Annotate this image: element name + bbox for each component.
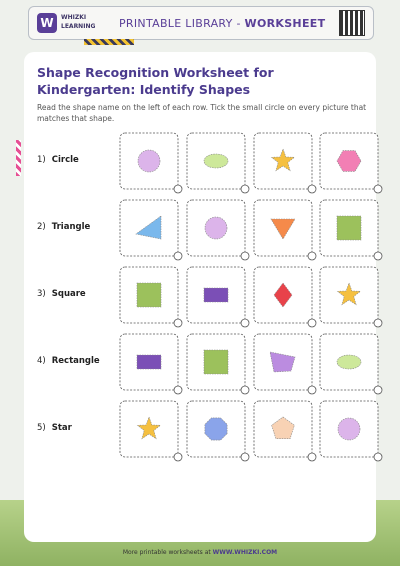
footer-text: More printable worksheets at [122,549,213,556]
footer-link[interactable]: WWW.WHIZKI.COM [212,549,278,556]
tick-circle[interactable] [307,251,317,261]
shape-diamond [273,282,293,308]
row-number: 2) [37,222,46,232]
shape-quadrilateral [269,351,296,373]
tick-circle[interactable] [173,251,183,261]
shape-triangle [135,215,162,240]
logo-text: WHIZKI LEARNING [61,13,95,31]
tick-circle[interactable] [173,385,183,395]
tick-circle[interactable] [373,251,383,261]
tick-circle[interactable] [240,452,250,462]
tick-circle[interactable] [240,251,250,261]
shape-ellipse [203,153,229,169]
shape-star [336,282,362,306]
footer: More printable worksheets at WWW.WHIZKI.… [0,549,400,556]
shape-square [203,349,229,375]
row-label: 4) Rectangle [37,356,100,366]
logo-bottom: LEARNING [61,23,96,30]
library-kind: WORKSHEET [244,17,326,30]
tick-circle[interactable] [307,452,317,462]
tick-circle[interactable] [307,385,317,395]
row-label: 1) Circle [37,155,79,165]
row-label: 2) Triangle [37,222,90,232]
stripe-decor [84,39,134,45]
tick-circle[interactable] [373,452,383,462]
row-number: 4) [37,356,46,366]
tick-circle[interactable] [373,318,383,328]
tick-circle[interactable] [240,385,250,395]
shape-octagon [204,417,228,441]
row-number: 5) [37,423,46,433]
instructions: Read the shape name on the left of each … [37,103,367,123]
shape-pentagon [271,416,295,440]
qr-code [339,10,365,36]
title: Shape Recognition Worksheet for Kinderga… [37,65,274,97]
tick-circle[interactable] [307,318,317,328]
row-number: 3) [37,289,46,299]
shape-rectangle [203,287,229,303]
row-shape-name: Rectangle [51,356,100,366]
shape-hexagon [336,150,362,172]
shape-square [336,215,362,241]
stripe-decor [16,140,21,176]
shape-circle [137,149,161,173]
shape-triangle [270,218,296,240]
tick-circle[interactable] [173,184,183,194]
shape-circle [337,417,361,441]
shape-star [136,416,162,440]
tick-circle[interactable] [173,452,183,462]
tick-circle[interactable] [307,184,317,194]
shape-circle [204,216,228,240]
library-title: PRINTABLE LIBRARY - WORKSHEET [119,17,325,30]
shape-ellipse [336,354,362,370]
shape-rectangle [136,354,162,370]
row-shape-name: Triangle [51,222,91,232]
logo-icon: W [37,13,57,33]
shape-star [270,148,296,172]
row-shape-name: Circle [51,155,79,165]
logo-top: WHIZKI [61,14,87,21]
shape-square [136,282,162,308]
row-shape-name: Star [51,423,72,433]
header: W WHIZKI LEARNING PRINTABLE LIBRARY - WOR… [28,6,374,40]
row-shape-name: Square [51,289,86,299]
row-label: 3) Square [37,289,86,299]
row-number: 1) [37,155,46,165]
tick-circle[interactable] [240,184,250,194]
library-label: PRINTABLE LIBRARY - [119,17,245,30]
row-label: 5) Star [37,423,72,433]
tick-circle[interactable] [373,385,383,395]
tick-circle[interactable] [240,318,250,328]
tick-circle[interactable] [173,318,183,328]
tick-circle[interactable] [373,184,383,194]
